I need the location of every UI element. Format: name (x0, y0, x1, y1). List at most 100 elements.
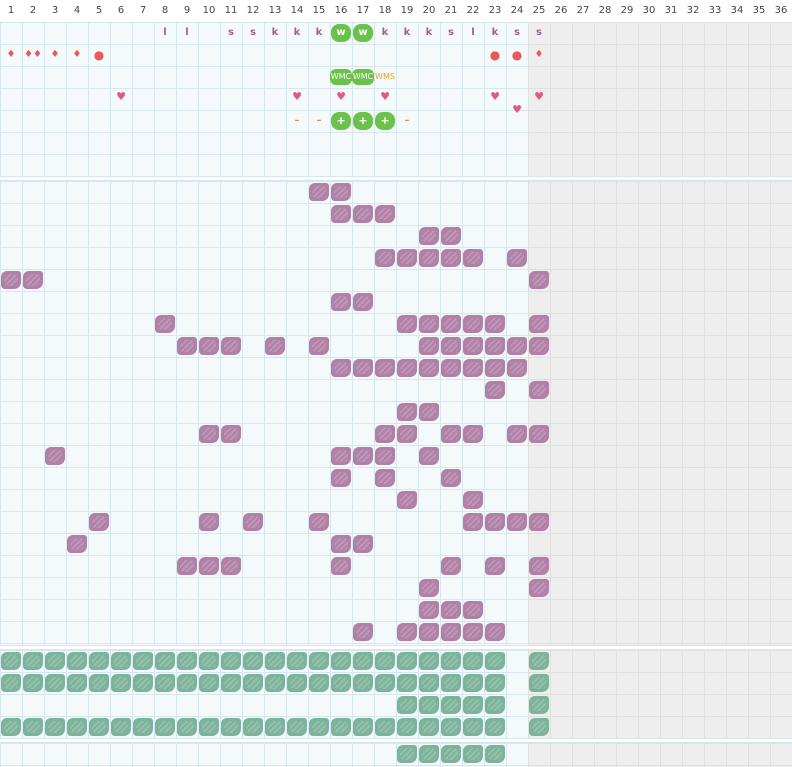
tracking-mark[interactable] (485, 652, 505, 670)
symptom-mark[interactable] (441, 601, 461, 619)
day-number[interactable]: 13 (268, 5, 282, 16)
symptom-mark[interactable] (353, 447, 373, 465)
symbol-letter[interactable]: k (293, 27, 301, 38)
tracking-mark[interactable] (441, 652, 461, 670)
tracking-mark[interactable] (529, 674, 549, 692)
tracking-mark[interactable] (155, 718, 175, 736)
day-number[interactable]: 29 (620, 5, 634, 16)
tracking-mark[interactable] (133, 674, 153, 692)
symptom-mark[interactable] (353, 359, 373, 377)
symbol-letter[interactable]: k (491, 27, 499, 38)
symptom-mark[interactable] (353, 535, 373, 553)
symptom-mark[interactable] (485, 381, 505, 399)
symbol-letter[interactable]: s (514, 27, 520, 38)
tracking-mark[interactable] (463, 696, 483, 714)
day-number[interactable]: 33 (708, 5, 722, 16)
symptom-mark[interactable] (485, 513, 505, 531)
heart-icon[interactable]: ♥ (490, 90, 500, 103)
tracking-mark[interactable] (463, 718, 483, 736)
symptom-mark[interactable] (529, 579, 549, 597)
symbol-letter[interactable]: l (185, 27, 189, 38)
symptom-mark[interactable] (507, 425, 527, 443)
tracking-mark[interactable] (309, 674, 329, 692)
day-number[interactable]: 32 (686, 5, 700, 16)
symptom-mark[interactable] (331, 183, 351, 201)
symptom-mark[interactable] (353, 205, 373, 223)
w-badge[interactable]: w (331, 24, 351, 42)
minus-sign[interactable]: – (316, 115, 322, 126)
symptom-mark[interactable] (507, 359, 527, 377)
tracking-mark[interactable] (287, 718, 307, 736)
tracking-mark[interactable] (419, 674, 439, 692)
symptom-mark[interactable] (375, 469, 395, 487)
tracking-mark[interactable] (177, 652, 197, 670)
symptom-mark[interactable] (23, 271, 43, 289)
symptom-mark[interactable] (441, 557, 461, 575)
symptom-mark[interactable] (331, 447, 351, 465)
symptom-mark[interactable] (375, 359, 395, 377)
symptom-mark[interactable] (529, 271, 549, 289)
tracking-mark[interactable] (265, 674, 285, 692)
tracking-mark[interactable] (331, 652, 351, 670)
day-number[interactable]: 19 (400, 5, 414, 16)
plus-badge[interactable]: + (375, 112, 395, 130)
symbol-letter[interactable]: l (163, 27, 167, 38)
symptom-mark[interactable] (485, 337, 505, 355)
wave-badge[interactable]: WMC (330, 69, 352, 85)
tracking-mark[interactable] (177, 674, 197, 692)
day-number[interactable]: 9 (183, 5, 191, 16)
day-number[interactable]: 23 (488, 5, 502, 16)
tracking-mark[interactable] (111, 652, 131, 670)
day-number[interactable]: 2 (29, 5, 37, 16)
symptom-mark[interactable] (309, 183, 329, 201)
heart-icon[interactable]: ♥ (534, 90, 544, 103)
tracking-mark[interactable] (265, 718, 285, 736)
symbol-letter[interactable]: k (271, 27, 279, 38)
tracking-mark[interactable] (309, 652, 329, 670)
tracking-mark[interactable] (45, 674, 65, 692)
tracking-mark[interactable] (419, 718, 439, 736)
day-number[interactable]: 15 (312, 5, 326, 16)
wave-badge[interactable]: WMC (352, 69, 374, 85)
day-number[interactable]: 16 (334, 5, 348, 16)
symptom-mark[interactable] (463, 425, 483, 443)
drop-icon[interactable]: ♦ (50, 49, 60, 60)
symptom-mark[interactable] (331, 293, 351, 311)
tracking-mark[interactable] (23, 652, 43, 670)
tracking-mark[interactable] (89, 674, 109, 692)
day-number[interactable]: 14 (290, 5, 304, 16)
tracking-mark[interactable] (309, 718, 329, 736)
day-number[interactable]: 35 (752, 5, 766, 16)
symptom-mark[interactable] (419, 579, 439, 597)
tracking-mark[interactable] (111, 718, 131, 736)
tracking-mark[interactable] (243, 652, 263, 670)
tracking-mark[interactable] (463, 674, 483, 692)
symptom-mark[interactable] (419, 359, 439, 377)
symptom-mark[interactable] (463, 315, 483, 333)
symptom-mark[interactable] (441, 249, 461, 267)
symptom-mark[interactable] (331, 535, 351, 553)
tracking-mark[interactable] (1, 652, 21, 670)
tracking-mark[interactable] (353, 718, 373, 736)
symbol-letter[interactable]: l (471, 27, 475, 38)
symptom-mark[interactable] (485, 557, 505, 575)
day-number[interactable]: 21 (444, 5, 458, 16)
tracking-mark[interactable] (155, 652, 175, 670)
symbol-letter[interactable]: k (425, 27, 433, 38)
heart-icon[interactable]: ♥ (116, 90, 126, 103)
symptom-mark[interactable] (507, 337, 527, 355)
symptom-mark[interactable] (331, 205, 351, 223)
day-number[interactable]: 8 (161, 5, 169, 16)
drop-icon[interactable]: ♦ (6, 49, 16, 60)
tracking-mark[interactable] (397, 674, 417, 692)
symptom-mark[interactable] (463, 249, 483, 267)
symptom-mark[interactable] (67, 535, 87, 553)
symptom-mark[interactable] (529, 381, 549, 399)
tracking-mark[interactable] (221, 718, 241, 736)
symptom-mark[interactable] (221, 337, 241, 355)
tracking-mark[interactable] (485, 674, 505, 692)
tracking-mark[interactable] (419, 652, 439, 670)
bottom-mark[interactable] (419, 745, 439, 763)
symptom-mark[interactable] (529, 425, 549, 443)
symptom-mark[interactable] (397, 425, 417, 443)
